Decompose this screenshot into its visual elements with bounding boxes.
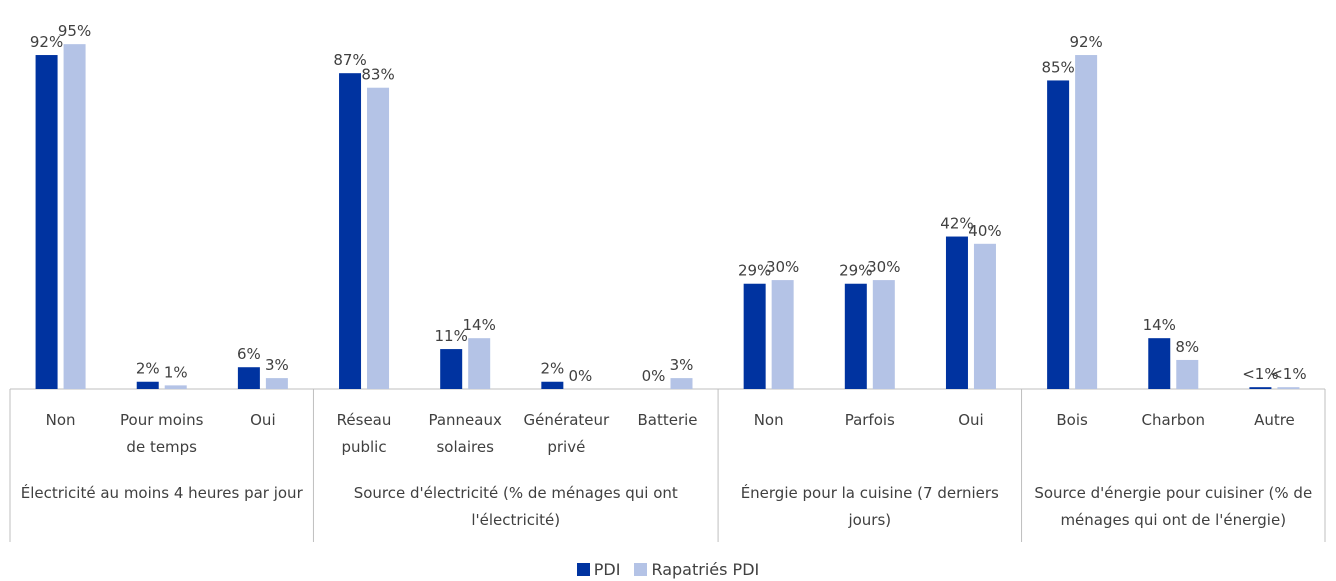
bar bbox=[339, 73, 362, 389]
data-label: 42% bbox=[940, 215, 973, 233]
bar bbox=[63, 44, 86, 390]
data-label: 8% bbox=[1175, 338, 1199, 356]
group-label: Source d'électricité (% de ménages qui o… bbox=[353, 484, 678, 529]
bar bbox=[844, 283, 867, 389]
x-tick-label: Parfois bbox=[844, 411, 895, 429]
bar bbox=[670, 378, 693, 389]
data-label: 29% bbox=[839, 262, 872, 280]
legend-item: PDI bbox=[576, 560, 621, 579]
legend-label: PDI bbox=[593, 560, 621, 579]
data-label: 40% bbox=[968, 222, 1001, 240]
bar bbox=[1047, 80, 1070, 389]
bar bbox=[136, 381, 159, 389]
data-label: 0% bbox=[642, 367, 666, 385]
data-label: 2% bbox=[136, 360, 160, 378]
data-label: 30% bbox=[766, 258, 799, 276]
data-label: 95% bbox=[58, 22, 91, 40]
bar bbox=[1277, 387, 1300, 389]
bar bbox=[468, 338, 491, 389]
bar bbox=[1148, 338, 1171, 389]
data-label: 85% bbox=[1041, 58, 1074, 76]
data-label: 92% bbox=[1069, 33, 1102, 51]
legend-item: Rapatriés PDI bbox=[634, 560, 759, 579]
x-tick-label: Autre bbox=[1254, 411, 1295, 429]
data-label: 0% bbox=[568, 367, 592, 385]
legend-label: Rapatriés PDI bbox=[651, 560, 760, 579]
x-tick-label: Oui bbox=[958, 411, 984, 429]
legend-swatch bbox=[576, 563, 590, 576]
bar bbox=[1075, 55, 1098, 389]
x-tick-label: Réseau public bbox=[336, 411, 392, 456]
x-tick-label: Charbon bbox=[1141, 411, 1206, 429]
bar bbox=[265, 378, 288, 389]
data-label: 29% bbox=[738, 262, 771, 280]
data-label: 14% bbox=[463, 316, 496, 334]
group-label: Source d'énergie pour cuisiner (% de mén… bbox=[1034, 484, 1313, 529]
data-label: 14% bbox=[1143, 316, 1176, 334]
bar bbox=[440, 349, 463, 389]
x-tick-label: Oui bbox=[250, 411, 276, 429]
data-label: 11% bbox=[435, 327, 468, 345]
data-label: 6% bbox=[237, 345, 261, 363]
x-tick-label: Pour moins de temps bbox=[120, 411, 204, 456]
data-label: 92% bbox=[30, 33, 63, 51]
x-tick-label: Non bbox=[45, 411, 76, 429]
bar bbox=[164, 385, 187, 389]
bar bbox=[541, 381, 564, 389]
bar bbox=[1249, 387, 1272, 389]
bar bbox=[367, 87, 390, 390]
data-label: 87% bbox=[333, 51, 366, 69]
data-label: <1% bbox=[1242, 365, 1278, 383]
data-label: 2% bbox=[540, 360, 564, 378]
bar bbox=[771, 280, 794, 389]
legend-swatch bbox=[634, 563, 648, 576]
data-label: 3% bbox=[670, 356, 694, 374]
group-label: Énergie pour la cuisine (7 derniers jour… bbox=[740, 484, 999, 529]
bar bbox=[237, 367, 260, 389]
data-label: <1% bbox=[1270, 365, 1306, 383]
bar bbox=[973, 243, 996, 389]
x-tick-label: Non bbox=[753, 411, 784, 429]
bar bbox=[743, 283, 766, 389]
x-tick-label: Bois bbox=[1056, 411, 1088, 429]
data-label: 83% bbox=[361, 66, 394, 84]
bar bbox=[872, 280, 895, 389]
data-label: 3% bbox=[265, 356, 289, 374]
bar bbox=[35, 55, 58, 389]
x-tick-label: Batterie bbox=[637, 411, 698, 429]
group-label: Électricité au moins 4 heures par jour bbox=[20, 484, 303, 502]
data-label: 30% bbox=[867, 258, 900, 276]
x-tick-label: Panneaux solaires bbox=[428, 411, 502, 456]
x-tick-label: Générateur privé bbox=[523, 411, 610, 456]
data-label: 1% bbox=[164, 363, 188, 381]
bar bbox=[945, 236, 968, 389]
legend: PDI Rapatriés PDI bbox=[0, 560, 1336, 579]
bar bbox=[1176, 359, 1199, 389]
